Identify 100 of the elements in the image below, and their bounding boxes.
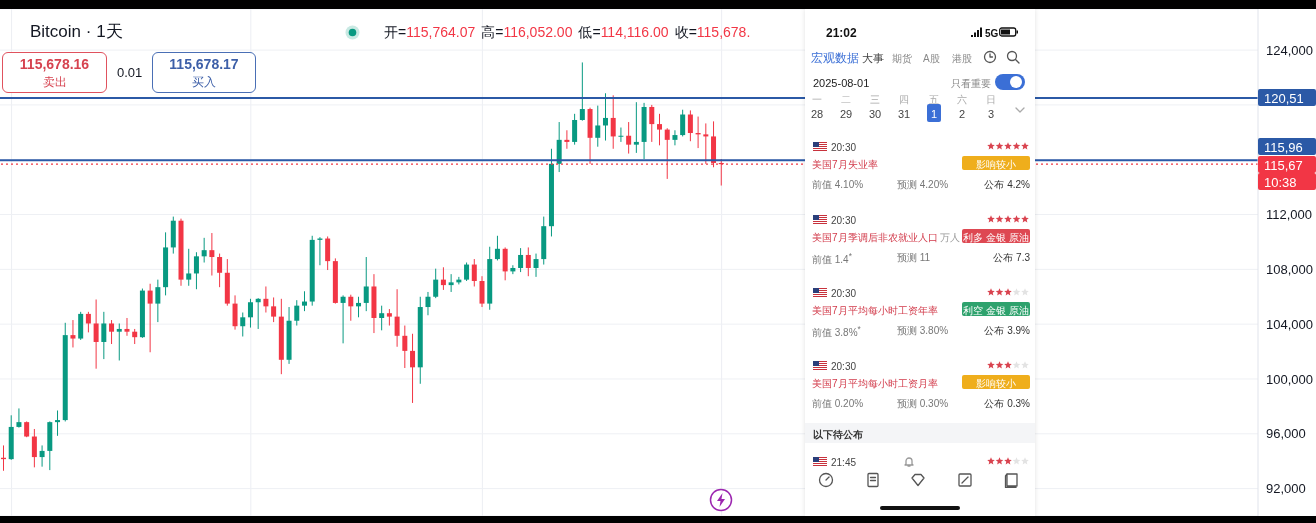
annotation: 万人 <box>940 232 960 243</box>
annotation: 期货 <box>892 53 912 64</box>
candlestick <box>602 92 608 142</box>
candlestick <box>525 246 531 277</box>
annotation: 3 <box>987 108 995 121</box>
annotation: 美国7月失业率 <box>812 159 878 170</box>
y-tick-label: 124,000 <box>1266 42 1313 58</box>
candlestick <box>155 279 161 323</box>
candlestick <box>16 407 22 429</box>
candlestick <box>147 283 153 353</box>
annotation: 20:30 <box>831 288 857 299</box>
candlestick <box>657 113 663 146</box>
annotation: 前值 4.10% <box>812 179 864 190</box>
annotation: 0.01 <box>117 65 143 81</box>
highlight-box: 1 <box>927 104 941 122</box>
annotation: 预测 11 <box>897 252 931 263</box>
annotation: 1 <box>930 108 938 120</box>
candlestick <box>85 311 91 333</box>
candlestick <box>70 319 76 348</box>
annotation: 预测 0.30% <box>897 398 949 409</box>
candlestick <box>232 294 238 331</box>
annotation: 卖出 <box>42 74 67 89</box>
annotation: 日 <box>986 94 996 105</box>
candlestick <box>440 266 446 291</box>
annotation: 28 <box>810 108 824 121</box>
annotation: 公布 0.3% <box>984 398 1030 409</box>
annotation: 美国7月平均每小时工资月率 <box>812 378 938 389</box>
annotation: 只看重要 <box>951 78 991 89</box>
candlestick <box>301 290 307 312</box>
y-tick-label: 108,000 <box>1266 261 1313 277</box>
y-tick-label: 100,000 <box>1266 371 1313 387</box>
annotation: 5G <box>985 28 999 39</box>
annotation: 2025-08-01 <box>813 77 870 90</box>
candlestick <box>31 428 37 468</box>
annotation: 预测 3.80% <box>897 325 949 336</box>
annotation: 20:30 <box>831 215 857 226</box>
candlestick <box>363 256 369 312</box>
candlestick <box>649 104 655 143</box>
candlestick <box>633 101 639 154</box>
candlestick <box>672 129 678 146</box>
candlestick <box>39 444 45 468</box>
candlestick <box>186 248 192 287</box>
text: Bitcoin · 1天 <box>30 21 123 43</box>
annotation: 29 <box>839 108 853 121</box>
annotation: 大事 <box>862 52 884 65</box>
annotation: 前值 1.4$^{*}$ <box>812 251 852 266</box>
tag-badge: 利空 金银 原油 <box>962 302 1030 316</box>
candlestick <box>564 129 570 150</box>
candlestick <box>502 246 508 281</box>
candlestick <box>464 262 470 282</box>
candlestick <box>101 311 107 360</box>
annotation: 宏观数据 <box>811 50 859 65</box>
annotation: 买入 <box>192 74 216 89</box>
candlestick <box>518 247 524 273</box>
annotation: 四 <box>899 94 909 105</box>
candlestick <box>379 305 385 331</box>
annotation: 港股 <box>952 53 972 64</box>
candlestick <box>294 299 300 327</box>
candlestick <box>55 409 61 437</box>
tag-badge: 利多 金银 原油 <box>962 229 1030 243</box>
tag-badge: 影响较小 <box>962 156 1030 170</box>
annotation: 六 <box>957 94 967 105</box>
annotation: 以下待公布 <box>813 429 863 440</box>
candlestick <box>217 253 223 288</box>
annotation: 预测 4.20% <box>897 179 949 190</box>
annotation: 美国7月季调后非农就业人口 <box>812 232 938 243</box>
candlestick <box>240 312 246 337</box>
annotation: 前值 3.8%$^{*}$ <box>812 324 861 339</box>
candlestick <box>325 235 331 271</box>
candlestick <box>116 322 122 361</box>
candlestick <box>348 294 354 322</box>
candlestick <box>680 109 686 137</box>
annotation: 公布 4.2% <box>984 179 1030 190</box>
annotation: 公布 7.3 <box>993 252 1030 263</box>
candlestick <box>579 61 585 122</box>
annotation: 收=115,678. <box>674 23 751 41</box>
annotation: 20:30 <box>831 361 857 372</box>
annotation: 20:30 <box>831 142 857 153</box>
annotation: 115,678.16 <box>19 55 90 72</box>
annotation: 30 <box>868 108 882 121</box>
candlestick <box>271 296 277 323</box>
candlestick <box>201 237 207 263</box>
annotation: 五 <box>929 94 939 105</box>
candlestick <box>402 325 408 369</box>
candlestick <box>610 94 616 150</box>
candlestick <box>494 235 500 261</box>
candlestick <box>618 127 624 143</box>
annotation: 21:45 <box>831 457 857 468</box>
candlestick <box>193 251 199 290</box>
y-tick-label: 104,000 <box>1266 316 1313 332</box>
candlestick <box>247 298 253 329</box>
candlestick <box>595 105 601 148</box>
annotation: 开=115,764.07 <box>384 23 476 41</box>
tag-badge: 影响较小 <box>962 375 1030 389</box>
y-tick-label: 112,000 <box>1266 207 1313 223</box>
candlestick <box>410 333 416 404</box>
candlestick <box>394 288 400 348</box>
annotation: 21:02 <box>826 25 857 40</box>
annotation: 31 <box>897 108 911 121</box>
candlestick <box>109 319 115 345</box>
